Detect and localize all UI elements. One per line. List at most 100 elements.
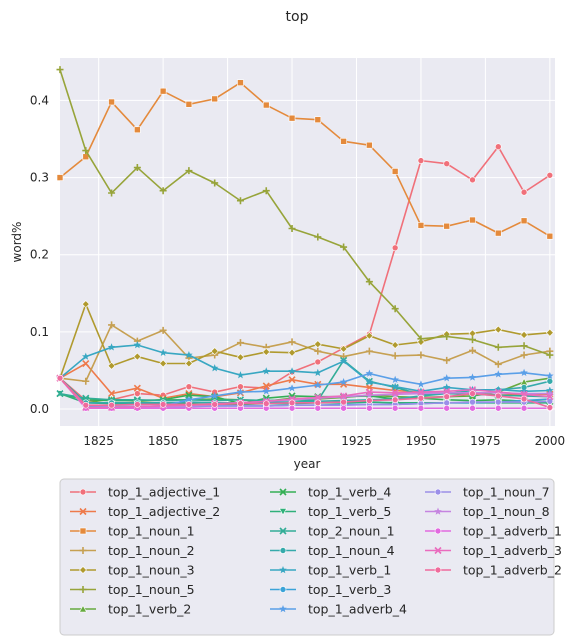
data-point [211, 401, 218, 408]
data-point [443, 387, 451, 395]
data-point [391, 352, 399, 360]
data-point [365, 331, 374, 340]
legend-marker [434, 527, 442, 535]
x-tick-label: 1900 [277, 434, 308, 448]
legend-marker [79, 507, 87, 516]
legend-item-top-1-noun-5: top_1_noun_5 [70, 582, 195, 597]
series-line [59, 81, 551, 237]
legend-marker [279, 586, 287, 593]
data-point [314, 358, 322, 366]
data-point [262, 367, 271, 375]
data-point [469, 404, 476, 412]
series-line [59, 377, 550, 409]
x-tick-label: 1925 [341, 434, 372, 448]
data-point [340, 404, 347, 412]
data-point [442, 374, 451, 382]
y-tick-label: 0.3 [30, 171, 49, 185]
data-point [288, 224, 296, 232]
legend-label: top_1_verb_1 [308, 563, 391, 578]
data-point [546, 371, 554, 380]
data-point [520, 389, 528, 397]
data-point [210, 364, 219, 372]
data-point [546, 404, 554, 411]
data-point [494, 392, 502, 400]
x-tick-label: 1850 [148, 434, 179, 448]
data-point [443, 333, 451, 341]
data-point [494, 404, 502, 412]
data-point [262, 387, 271, 395]
legend-item-top-1-adjective-2: top_1_adjective_2 [70, 504, 220, 519]
data-point [494, 343, 502, 351]
data-point [443, 222, 451, 230]
data-point [159, 187, 167, 195]
data-point [159, 348, 167, 356]
x-tick-label: 1950 [406, 434, 437, 448]
legend-item-top-1-noun-3: top_1_noun_3 [70, 563, 195, 578]
x-tick-label: 1875 [212, 434, 243, 448]
data-point [56, 66, 64, 74]
data-point [211, 179, 219, 187]
legend-label: top_1_adjective_1 [108, 485, 220, 500]
data-point [365, 378, 374, 386]
data-point [185, 351, 193, 359]
data-point [159, 401, 167, 408]
legend-label: top_1_noun_2 [108, 543, 195, 558]
legend-marker [279, 527, 287, 535]
legend-item-top-1-noun-4: top_1_noun_4 [270, 543, 395, 558]
data-point [520, 188, 528, 196]
legend-item-top-1-verb-1: top_1_verb_1 [270, 563, 391, 578]
data-point [210, 391, 219, 400]
y-tick-label: 0.1 [30, 325, 49, 339]
data-point [313, 340, 322, 349]
data-point [108, 189, 116, 197]
data-point [442, 388, 451, 397]
series-line [59, 145, 551, 402]
data-point [494, 398, 502, 406]
data-point [159, 326, 167, 334]
data-point [236, 353, 245, 362]
data-point [417, 351, 425, 359]
data-point [365, 347, 373, 355]
data-point [391, 341, 400, 349]
data-point [443, 160, 451, 167]
data-point [288, 367, 296, 375]
data-point [469, 390, 476, 397]
legend-label: top_1_verb_2 [108, 602, 191, 617]
data-point [391, 404, 399, 412]
data-point [82, 377, 90, 385]
data-point [340, 243, 348, 251]
data-point [134, 401, 141, 408]
data-point [314, 347, 322, 355]
data-point [469, 346, 476, 354]
legend-item-top-1-noun-7: top_1_noun_7 [425, 485, 550, 500]
legend-item-top-1-verb-2: top_1_verb_2 [70, 602, 191, 617]
legend-label: top_1_verb_5 [308, 504, 391, 519]
data-point [159, 87, 167, 95]
data-point [365, 278, 373, 286]
legend-label: top_2_noun_1 [308, 524, 395, 539]
legend-item-top-1-adjective-1: top_1_adjective_1 [70, 485, 220, 500]
data-point [546, 377, 554, 385]
legend-marker [434, 488, 442, 496]
data-point [469, 336, 476, 344]
data-point [520, 395, 528, 403]
data-point [262, 101, 270, 109]
x-tick-label: 1975 [470, 434, 501, 448]
y-axis-ticks: 0.0 0.1 0.2 0.3 0.4 [30, 93, 49, 416]
data-point [366, 141, 373, 149]
data-point [340, 392, 348, 400]
data-point [340, 138, 347, 145]
data-point [417, 389, 425, 397]
data-point [520, 217, 528, 225]
data-point [108, 98, 115, 106]
data-point [443, 399, 451, 407]
data-point [107, 361, 116, 370]
legend: top_1_adjective_1 top_1_adjective_2 top_1_… [59, 478, 562, 636]
data-point [262, 348, 271, 356]
legend-marker [279, 488, 287, 496]
legend-marker [434, 566, 442, 574]
data-point [520, 390, 528, 398]
data-point [417, 157, 425, 164]
legend-marker [79, 586, 87, 593]
legend-item-top-1-adverb-2: top_1_adverb_2 [425, 563, 562, 578]
